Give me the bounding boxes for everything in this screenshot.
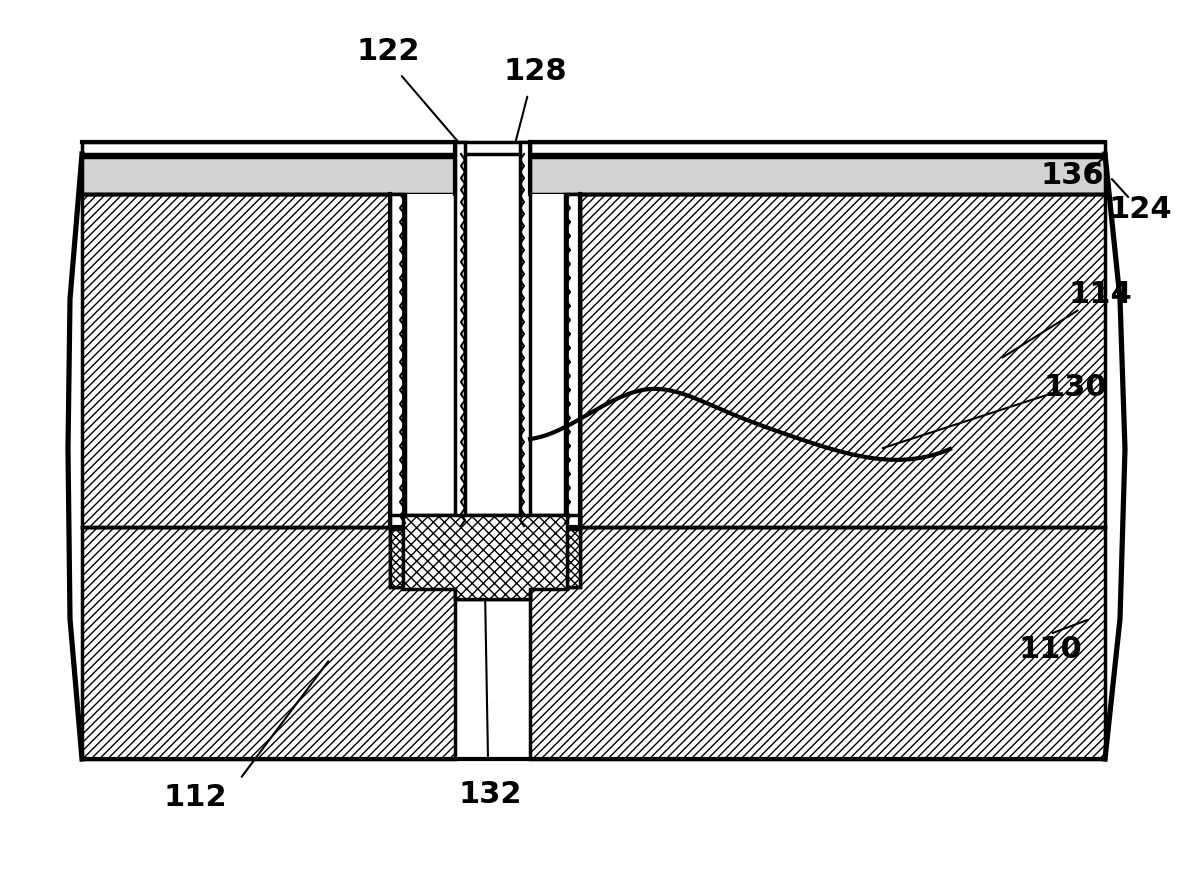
Text: 122: 122 — [356, 37, 420, 66]
Bar — [565, 195, 581, 527]
Polygon shape — [390, 527, 581, 600]
Bar — [403, 195, 567, 527]
Polygon shape — [82, 143, 1105, 158]
Polygon shape — [581, 195, 1105, 527]
Text: 136: 136 — [1041, 160, 1104, 189]
Polygon shape — [82, 155, 1105, 195]
Text: 128: 128 — [503, 57, 567, 86]
Polygon shape — [403, 515, 567, 600]
Polygon shape — [530, 527, 1105, 760]
Text: 112: 112 — [163, 783, 226, 812]
Bar — [520, 143, 530, 527]
Polygon shape — [82, 527, 455, 760]
Text: 114: 114 — [1068, 280, 1132, 309]
Bar — [390, 515, 581, 529]
Bar — [462, 155, 524, 195]
Text: 124: 124 — [1109, 196, 1172, 224]
Bar — [455, 143, 465, 527]
Text: 110: 110 — [1018, 634, 1082, 664]
Polygon shape — [82, 195, 390, 527]
Text: 132: 132 — [458, 779, 522, 808]
Bar — [390, 195, 405, 527]
Text: 130: 130 — [1043, 373, 1107, 402]
